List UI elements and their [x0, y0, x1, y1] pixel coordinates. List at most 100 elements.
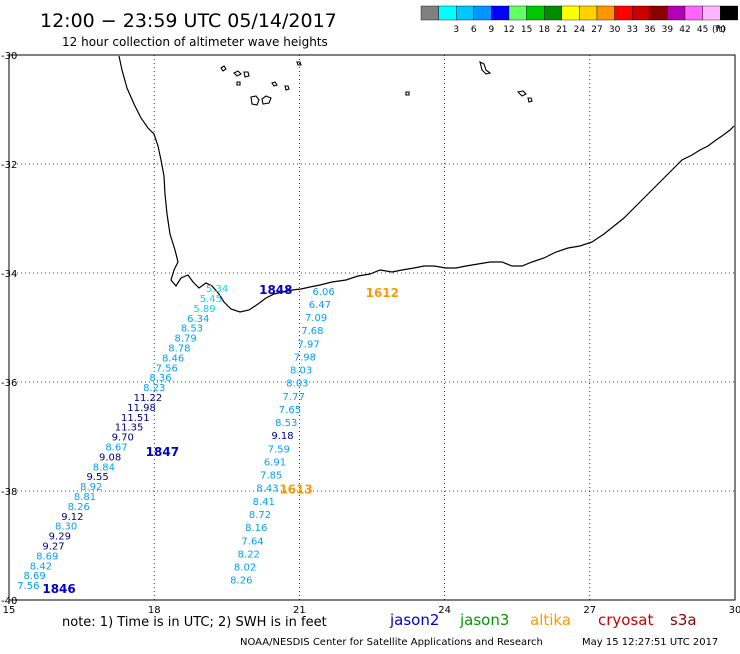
lat-tick-label: -38: [1, 487, 17, 498]
legend-swatch: [667, 5, 686, 21]
wave-height-value: 9.55: [86, 472, 108, 483]
legend-swatch: [438, 5, 457, 21]
wave-height-value: 8.42: [30, 561, 52, 572]
wave-height-value: 8.43: [256, 484, 278, 495]
wave-height-value: 8.03: [290, 366, 312, 377]
legend-tick-label: 15: [521, 25, 532, 35]
lat-tick-label: -36: [1, 378, 17, 389]
legend-swatch: [596, 5, 615, 21]
wave-height-value: 8.53: [275, 418, 297, 429]
wave-height-value: 8.02: [234, 563, 256, 574]
track-jason2: 5.345.455.896.348.538.798.788.467.568.36…: [17, 283, 292, 596]
wave-height-value: 9.27: [42, 541, 64, 552]
legend-tick-label: 39: [662, 25, 674, 35]
footer-credit: NOAA/NESDIS Center for Satellite Applica…: [240, 637, 543, 648]
legend-tick-label: 21: [556, 25, 567, 35]
wave-height-value: 9.70: [112, 433, 134, 444]
wave-height-value: 8.26: [68, 502, 90, 513]
wave-height-value: 7.77: [283, 392, 305, 403]
satellite-name-s3a: s3a: [670, 611, 697, 629]
pass-label-end: 1846: [42, 582, 75, 596]
wave-height-value: 9.08: [99, 452, 121, 463]
coastline: [118, 55, 735, 313]
legend-swatch: [544, 5, 563, 21]
wave-height-value: 6.06: [312, 287, 334, 298]
legend-unit: (ft): [712, 25, 726, 35]
wave-height-value: 8.79: [175, 334, 197, 345]
lat-lon-grid: 15 18 21 24 27 30 -30 -32 -34 -36 -38 -40: [1, 51, 740, 616]
pass-label-end: 1613: [279, 483, 312, 497]
legend-tick-label: 70: [714, 25, 726, 35]
legend-swatch: [684, 5, 703, 21]
legend-tick-label: 30: [609, 25, 621, 35]
legend-swatch: [526, 5, 545, 21]
legend-swatch: [702, 5, 721, 21]
footer-note: note: 1) Time is in UTC; 2) SWH is in fe…: [62, 615, 327, 630]
lon-tick-label: 24: [438, 605, 451, 616]
wave-height-value: 5.34: [206, 284, 228, 295]
wave-height-value: 8.23: [143, 383, 165, 394]
lon-tick-label: 15: [3, 605, 16, 616]
legend-tick-label: 33: [626, 25, 637, 35]
satellite-name-jason2: jason2: [389, 611, 439, 629]
pass-label-mid: 1847: [146, 445, 179, 459]
legend-tick-label: 12: [503, 25, 514, 35]
satellite-name-jason3: jason3: [459, 611, 509, 629]
altimeter-tracks: 5.345.455.896.348.538.798.788.467.568.36…: [17, 283, 399, 596]
wave-height-value: 9.12: [61, 512, 83, 523]
lon-tick-label: 18: [148, 605, 161, 616]
pass-label-start: 1848: [259, 283, 292, 297]
wave-height-value: 7.64: [241, 536, 263, 547]
wave-height-value: 7.56: [17, 581, 39, 592]
legend-tick-label: 9: [489, 25, 495, 35]
legend-swatch: [649, 5, 668, 21]
wave-height-value: 7.56: [156, 363, 178, 374]
legend-swatch: [456, 5, 475, 21]
wave-height-value: 8.67: [105, 442, 127, 453]
legend-swatch: [579, 5, 598, 21]
wave-height-value: 6.47: [309, 300, 331, 311]
legend-swatch: [614, 5, 633, 21]
wave-height-value: 5.45: [200, 294, 222, 305]
wave-height-value: 11.98: [127, 403, 156, 414]
legend-swatch: [491, 5, 510, 21]
wave-height-value: 8.53: [181, 324, 203, 335]
wave-height-value: 8.69: [36, 551, 58, 562]
wave-height-value: 9.18: [271, 431, 293, 442]
wave-height-value: 11.22: [134, 393, 163, 404]
legend-tick-label: 6: [471, 25, 477, 35]
wave-height-value: 8.69: [24, 571, 46, 582]
footer-timestamp: May 15 12:27:51 UTC 2017: [582, 637, 718, 648]
lat-tick-label: -34: [1, 269, 17, 280]
wave-height-value: 8.84: [93, 462, 115, 473]
legend-tick-label: 36: [644, 25, 656, 35]
lon-tick-label: 30: [729, 605, 740, 616]
wave-height-value: 6.34: [187, 314, 209, 325]
wave-height-value: 11.35: [115, 423, 144, 434]
legend-swatch: [561, 5, 580, 21]
legend-tick-label: 3: [453, 25, 459, 35]
pass-label-start: 1612: [366, 286, 399, 300]
wave-height-value: 8.03: [286, 379, 308, 390]
wave-height-value: 8.41: [253, 497, 275, 508]
legend-swatch: [508, 5, 527, 21]
wave-height-value: 8.36: [149, 373, 171, 384]
wave-height-value: 7.97: [298, 339, 320, 350]
legend-swatch: [473, 5, 492, 21]
lon-tick-label: 27: [583, 605, 596, 616]
wave-height-value: 6.91: [264, 457, 286, 468]
wave-height-value: 8.22: [238, 549, 260, 560]
legend-tick-label: 45: [697, 25, 708, 35]
legend-swatch: [420, 5, 439, 21]
wave-height-value: 8.81: [74, 492, 96, 503]
legend-tick-label: 18: [538, 25, 550, 35]
wave-height-value: 8.72: [249, 510, 271, 521]
satellite-name-altika: altika: [530, 611, 571, 629]
map-title: 12:00 − 23:59 UTC 05/14/2017: [40, 10, 337, 32]
wave-height-value: 8.46: [162, 353, 184, 364]
lon-tick-label: 21: [293, 605, 306, 616]
wave-height-value: 7.98: [294, 352, 316, 363]
satellite-name-cryosat: cryosat: [598, 611, 653, 629]
